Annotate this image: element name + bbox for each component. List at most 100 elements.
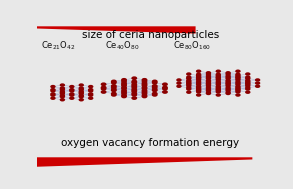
Circle shape <box>196 80 201 84</box>
Circle shape <box>79 94 84 97</box>
Circle shape <box>206 86 211 90</box>
Text: Ce$_{21}$O$_{42}$: Ce$_{21}$O$_{42}$ <box>41 39 76 52</box>
Circle shape <box>142 93 147 97</box>
Circle shape <box>79 95 84 98</box>
Circle shape <box>50 89 56 93</box>
Circle shape <box>245 82 251 85</box>
Circle shape <box>111 85 117 89</box>
Circle shape <box>216 78 221 82</box>
Circle shape <box>88 85 93 88</box>
Circle shape <box>235 87 241 91</box>
Circle shape <box>88 89 93 93</box>
Circle shape <box>152 80 158 83</box>
Circle shape <box>121 84 127 88</box>
Circle shape <box>69 85 74 88</box>
Circle shape <box>196 73 201 76</box>
Circle shape <box>206 81 211 84</box>
Circle shape <box>142 82 147 86</box>
Circle shape <box>255 84 260 88</box>
Text: oxygen vacancy formation energy: oxygen vacancy formation energy <box>61 138 239 148</box>
Circle shape <box>225 72 231 76</box>
Circle shape <box>245 87 251 91</box>
Circle shape <box>245 77 251 80</box>
Circle shape <box>50 96 56 100</box>
Circle shape <box>162 87 168 91</box>
Circle shape <box>142 86 147 89</box>
Circle shape <box>121 94 127 98</box>
Circle shape <box>186 72 192 76</box>
Circle shape <box>196 70 201 73</box>
Circle shape <box>216 70 221 73</box>
Circle shape <box>216 83 221 86</box>
Circle shape <box>111 87 117 91</box>
Circle shape <box>225 81 231 84</box>
Circle shape <box>121 79 127 83</box>
Circle shape <box>216 80 221 84</box>
Circle shape <box>131 90 137 94</box>
Circle shape <box>69 92 74 96</box>
Circle shape <box>235 83 241 86</box>
Circle shape <box>69 93 74 97</box>
Circle shape <box>216 81 221 85</box>
Circle shape <box>50 92 56 96</box>
Circle shape <box>121 93 127 97</box>
Circle shape <box>245 86 251 90</box>
Circle shape <box>79 88 84 91</box>
Circle shape <box>131 87 137 91</box>
Circle shape <box>79 98 84 101</box>
Circle shape <box>235 74 241 77</box>
Circle shape <box>235 86 241 89</box>
Circle shape <box>225 87 231 91</box>
Circle shape <box>225 80 231 83</box>
Circle shape <box>88 96 93 100</box>
Circle shape <box>186 79 192 82</box>
Circle shape <box>206 92 211 95</box>
Circle shape <box>196 89 201 92</box>
Circle shape <box>186 84 192 88</box>
Circle shape <box>216 75 221 79</box>
Circle shape <box>196 74 201 77</box>
Circle shape <box>235 90 241 94</box>
Circle shape <box>216 76 221 79</box>
Circle shape <box>206 84 211 88</box>
Circle shape <box>152 81 158 85</box>
Circle shape <box>245 80 251 83</box>
Circle shape <box>225 74 231 78</box>
Circle shape <box>142 91 147 95</box>
Circle shape <box>225 77 231 80</box>
Circle shape <box>121 78 127 82</box>
Circle shape <box>245 84 251 88</box>
Circle shape <box>162 86 168 89</box>
Circle shape <box>111 92 117 95</box>
Circle shape <box>206 82 211 85</box>
Circle shape <box>235 84 241 88</box>
Circle shape <box>100 86 107 89</box>
Circle shape <box>235 76 241 79</box>
Circle shape <box>121 89 127 93</box>
Circle shape <box>206 80 211 83</box>
Circle shape <box>235 77 241 81</box>
Circle shape <box>60 95 65 98</box>
Circle shape <box>235 70 241 73</box>
Circle shape <box>235 93 241 97</box>
Circle shape <box>245 83 251 86</box>
Circle shape <box>60 83 65 87</box>
Circle shape <box>111 84 117 88</box>
Circle shape <box>245 72 251 76</box>
Circle shape <box>206 83 211 86</box>
Text: Ce$_{80}$O$_{160}$: Ce$_{80}$O$_{160}$ <box>173 39 211 52</box>
Circle shape <box>206 77 211 80</box>
Circle shape <box>121 86 127 89</box>
Circle shape <box>142 90 147 94</box>
Circle shape <box>131 85 137 89</box>
Circle shape <box>186 80 192 83</box>
Circle shape <box>186 82 192 85</box>
Circle shape <box>196 81 201 85</box>
Circle shape <box>245 75 251 79</box>
Circle shape <box>152 93 158 97</box>
Circle shape <box>186 77 192 80</box>
Circle shape <box>79 91 84 94</box>
Circle shape <box>60 86 65 90</box>
Circle shape <box>196 90 201 94</box>
Circle shape <box>216 84 221 88</box>
